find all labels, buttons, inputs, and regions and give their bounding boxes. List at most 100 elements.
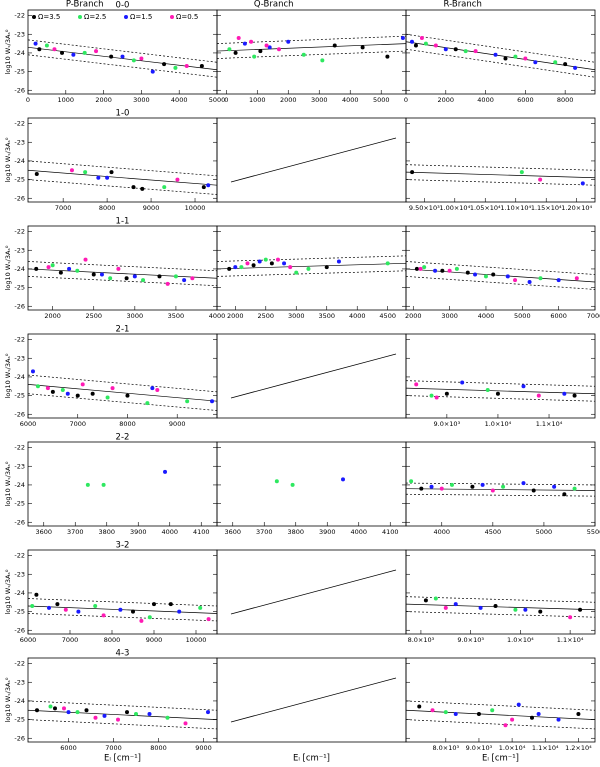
x-tick-label: 3000: [288, 312, 305, 320]
y-tick-label: -22: [14, 660, 25, 668]
panel-frame: [405, 333, 596, 419]
data-point: [418, 266, 423, 271]
x-tick-label: 4000: [433, 528, 450, 536]
y-tick-label: -23: [14, 138, 25, 146]
data-point: [152, 602, 156, 607]
data-point: [50, 389, 55, 394]
data-point: [385, 54, 390, 59]
y-axis-label: log10 Wₛ/3Aₛ⁰: [4, 353, 12, 398]
data-point: [62, 706, 66, 711]
lower-bound: [27, 719, 218, 730]
data-point: [34, 266, 39, 271]
data-point: [83, 257, 88, 262]
x-tick-label: 1.0×10⁴: [507, 636, 534, 644]
data-point: [245, 261, 250, 266]
data-point: [320, 58, 325, 63]
data-point: [75, 268, 80, 273]
lower-bound: [216, 270, 407, 277]
y-tick-label: -25: [14, 500, 25, 508]
column-title: R-Branch: [444, 0, 482, 10]
row-label: 3-2: [116, 541, 130, 551]
x-tick-label: 3700: [67, 528, 84, 536]
data-point: [572, 486, 577, 491]
x-tick-label: 9000: [146, 636, 163, 644]
data-point: [276, 47, 281, 52]
data-point: [572, 393, 577, 398]
data-point: [476, 712, 481, 716]
data-point: [75, 710, 80, 715]
y-tick-label: -22: [14, 444, 25, 452]
x-axis-label: Eₗ [cm⁻¹]: [293, 754, 330, 764]
y-tick-label: -26: [14, 626, 25, 634]
fit-line: [27, 384, 218, 402]
data-point: [409, 479, 414, 484]
y-tick-label: -24: [14, 265, 25, 273]
upper-bound: [405, 596, 596, 603]
data-point: [110, 386, 115, 391]
fit-line: [405, 171, 596, 179]
x-tick-label: 6000: [20, 420, 37, 428]
upper-bound: [27, 261, 218, 272]
data-point: [150, 69, 155, 74]
data-point: [294, 270, 299, 275]
x-tick-label: 4000: [349, 312, 366, 320]
panel-frame: [27, 9, 218, 95]
data-point: [580, 181, 585, 186]
data-point: [409, 39, 414, 44]
fit-line: [27, 169, 218, 186]
lower-bound: [405, 395, 596, 402]
data-point: [165, 715, 170, 720]
data-point: [206, 183, 211, 188]
legend-marker: [124, 15, 128, 19]
data-point: [419, 486, 424, 491]
x-tick-label: 3600: [224, 528, 241, 536]
panel-frame: [216, 441, 407, 527]
data-point: [439, 486, 444, 491]
x-tick-label: 4500: [379, 312, 396, 320]
x-tick-label: 0: [404, 96, 408, 104]
lower-bound: [405, 493, 596, 497]
fit-line: [405, 603, 596, 611]
x-tick-label: 5000: [514, 312, 531, 320]
data-point: [132, 274, 137, 279]
x-tick-label: 2500: [258, 312, 275, 320]
data-point: [267, 45, 272, 50]
lower-bound: [405, 719, 596, 730]
data-point: [198, 605, 203, 610]
data-point: [65, 391, 70, 396]
data-point: [410, 170, 415, 175]
x-tick-label: 1.05×10⁴: [470, 204, 501, 212]
x-tick-label: 10000: [185, 204, 206, 212]
data-point: [35, 384, 40, 389]
x-tick-label: 7000: [587, 312, 600, 320]
data-point: [433, 43, 438, 48]
data-point: [108, 276, 113, 281]
data-point: [505, 274, 510, 279]
placeholder-line: [230, 353, 397, 399]
data-point: [173, 274, 178, 279]
data-point: [429, 393, 434, 398]
y-axis-label: log10 Wₛ/3Aₛ⁰: [4, 461, 12, 506]
y-tick-label: -23: [14, 678, 25, 686]
data-point: [177, 609, 182, 614]
data-point: [341, 477, 345, 482]
data-point: [480, 482, 485, 487]
fit-line: [27, 605, 218, 614]
x-tick-label: 4000: [161, 528, 178, 536]
data-point: [71, 52, 76, 57]
data-point: [288, 265, 293, 270]
y-axis-label: log10 Wₛ/3Aₛ⁰: [4, 29, 12, 74]
legend-label: Ω=1.5: [130, 13, 152, 21]
data-point: [453, 602, 458, 607]
data-point: [523, 607, 528, 612]
data-point: [45, 386, 50, 391]
placeholder-line: [230, 137, 397, 183]
y-axis-label: log10 Wₛ/3Aₛ⁰: [4, 245, 12, 290]
y-tick-label: -26: [14, 302, 25, 310]
x-tick-label: 3000: [311, 96, 328, 104]
upper-bound: [27, 700, 218, 711]
y-tick-label: -23: [14, 246, 25, 254]
x-tick-label: 10000: [186, 636, 207, 644]
x-tick-label: 3900: [130, 528, 147, 536]
data-point: [523, 56, 528, 61]
